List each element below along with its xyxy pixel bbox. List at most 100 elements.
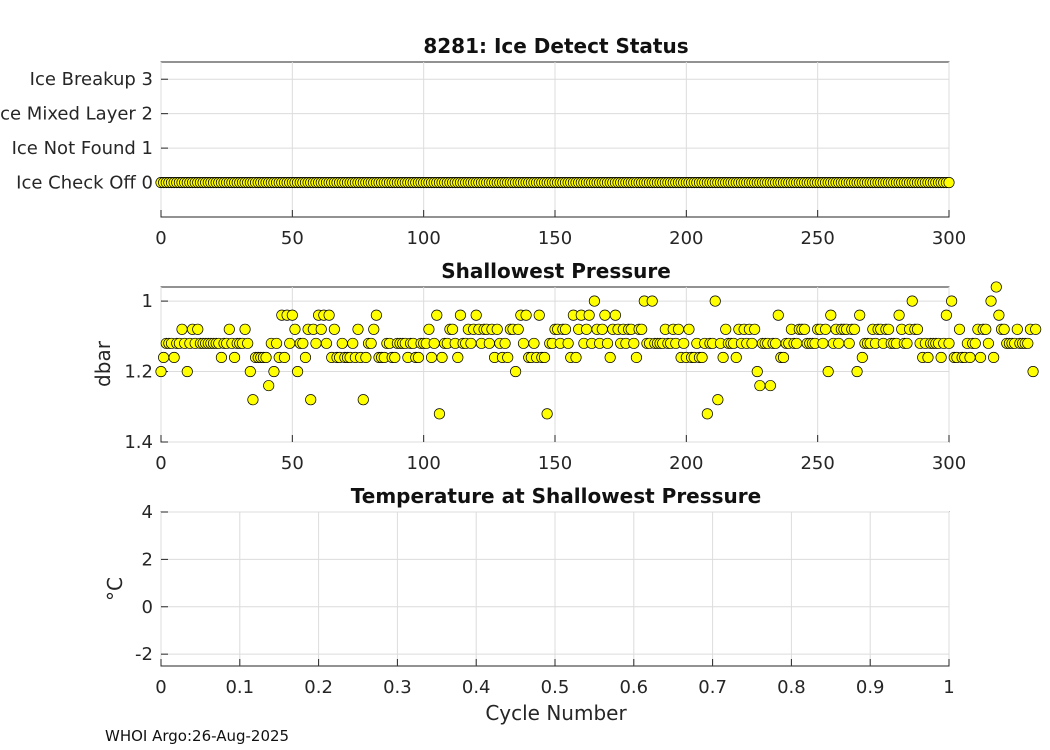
data-point <box>822 365 834 378</box>
data-point <box>499 337 511 349</box>
data-point <box>935 351 947 364</box>
data-point <box>271 337 283 349</box>
data-point <box>953 323 966 335</box>
data-point <box>389 351 401 364</box>
x-tick-label: 300 <box>932 453 966 474</box>
data-point <box>825 309 837 321</box>
data-point <box>278 351 291 364</box>
x-tick-label: 200 <box>669 453 703 474</box>
data-point <box>678 337 690 349</box>
data-point <box>368 323 380 335</box>
data-point <box>433 408 445 420</box>
data-point <box>263 380 275 392</box>
shallowest-pressure-title: Shallowest Pressure <box>441 259 671 283</box>
data-point <box>791 337 803 349</box>
y-tick-label: Ice Breakup 3 <box>30 69 153 90</box>
data-point <box>856 351 868 364</box>
x-tick-label: 50 <box>281 228 304 249</box>
x-tick-label: 0.2 <box>304 677 333 698</box>
data-point <box>712 394 724 406</box>
data-point <box>985 295 997 307</box>
x-tick-label: 50 <box>281 453 304 474</box>
data-point <box>980 323 992 335</box>
x-tick-label: 0.5 <box>541 677 570 698</box>
data-point <box>851 365 863 378</box>
data-point <box>749 323 761 335</box>
data-point <box>570 351 582 364</box>
data-point <box>701 408 713 420</box>
ice-detect-status-panel: 8281: Ice Detect Status 0 50 100 150 200 250 3… <box>0 34 966 249</box>
data-point <box>181 365 193 378</box>
x-tick-label: 0.8 <box>777 677 806 698</box>
data-point <box>609 309 621 321</box>
shallowest-pressure-panel: Shallowest Pressure dbar 0 50 100 150 200 250… <box>91 259 1042 474</box>
data-point <box>940 309 952 321</box>
y-tick-label: Ice Not Found 1 <box>12 138 153 159</box>
data-point <box>517 337 530 349</box>
data-point <box>646 295 658 307</box>
data-point <box>964 351 976 364</box>
data-point <box>720 323 732 335</box>
y-tick-label: Ice Check Off 0 <box>16 173 153 194</box>
data-point <box>580 323 593 335</box>
data-point <box>365 337 377 349</box>
x-tick-label: 200 <box>669 228 703 249</box>
data-point <box>347 337 359 349</box>
data-point <box>155 365 167 378</box>
data-point <box>223 323 235 335</box>
data-point <box>604 351 616 364</box>
x-tick-label: 0.9 <box>856 677 885 698</box>
data-point <box>297 337 309 349</box>
data-point <box>696 351 708 364</box>
x-tick-label: 0.3 <box>383 677 412 698</box>
data-point <box>596 323 608 335</box>
data-point <box>599 309 611 321</box>
ice-detect-status-title: 8281: Ice Detect Status <box>423 34 688 58</box>
data-point <box>310 337 322 349</box>
data-point <box>215 351 227 364</box>
data-point <box>848 323 860 335</box>
x-tick-label: 0 <box>155 677 166 698</box>
cycle-number-xlabel: Cycle Number <box>485 701 627 725</box>
data-point <box>328 323 340 335</box>
data-point <box>228 351 241 364</box>
x-tick-label: 0 <box>155 453 166 474</box>
data-point <box>284 337 296 349</box>
data-point <box>974 351 987 364</box>
data-point <box>998 323 1010 335</box>
y-tick-label: -2 <box>135 644 153 665</box>
data-point <box>1011 323 1023 335</box>
data-point <box>588 295 600 307</box>
x-tick-label: 0 <box>155 228 166 249</box>
data-point <box>672 323 685 335</box>
data-point <box>990 281 1002 293</box>
data-point <box>289 323 301 335</box>
data-point <box>158 351 170 364</box>
y-tick-label: 2 <box>142 549 153 570</box>
data-point <box>943 337 955 349</box>
data-point <box>260 351 272 364</box>
data-point <box>352 323 364 335</box>
y-tick-label: 0 <box>142 597 153 618</box>
data-point <box>798 323 811 335</box>
x-tick-label: 0.6 <box>619 677 648 698</box>
y-tick-label: Ice Mixed Layer 2 <box>0 104 153 125</box>
data-point <box>833 337 845 349</box>
data-point <box>315 323 327 335</box>
data-point <box>1022 337 1034 349</box>
data-point <box>336 337 348 349</box>
data-point <box>533 309 545 321</box>
data-point <box>370 309 382 321</box>
data-point <box>320 337 333 349</box>
data-point <box>754 380 766 392</box>
x-tick-label: 1 <box>943 677 954 698</box>
temperature-ylabel: °C <box>103 577 127 601</box>
data-point <box>982 337 994 349</box>
data-point <box>854 309 866 321</box>
data-point <box>268 365 280 378</box>
data-point <box>777 351 790 364</box>
data-point <box>299 351 312 364</box>
data-point <box>901 337 913 349</box>
data-point <box>425 351 438 364</box>
